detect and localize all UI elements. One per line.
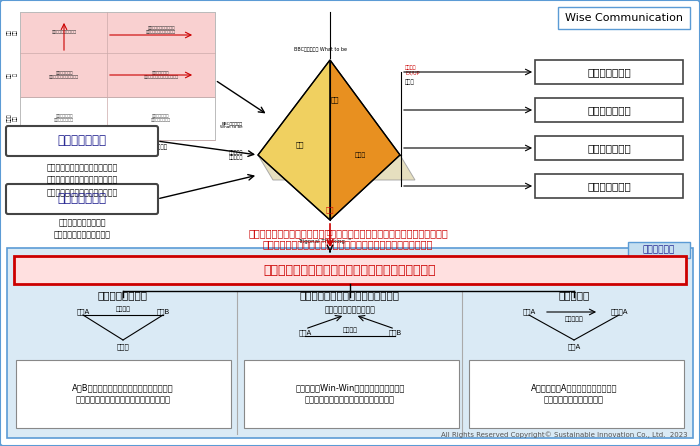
Text: 二律背反: 二律背反 bbox=[342, 327, 358, 333]
Text: 社会
貢献: 社会 貢献 bbox=[6, 29, 18, 35]
Text: 知の探索: 知の探索 bbox=[57, 144, 71, 150]
Bar bbox=[20, 12, 215, 97]
Text: 思考を共有する: 思考を共有する bbox=[57, 135, 106, 148]
Text: 真の意思疏通: 真の意思疏通 bbox=[643, 245, 675, 255]
Text: 未来構想のための探索
未来構想実現のために深化: 未来構想のための探索 未来構想実現のために深化 bbox=[53, 218, 111, 240]
Text: 脱構築: 脱構築 bbox=[117, 344, 130, 350]
Text: 俯瞰: 俯瞰 bbox=[326, 206, 335, 213]
Text: パラメトリック（仮説）
未来構想実現のために深化: パラメトリック（仮説） 未来構想実現のために深化 bbox=[146, 26, 176, 34]
Bar bbox=[7, 248, 693, 438]
Text: 会議B: 会議B bbox=[156, 309, 169, 315]
Bar bbox=[244, 360, 459, 428]
Polygon shape bbox=[258, 155, 415, 180]
Text: のために打つべき施策に対する意見の対立（対立点のデザイン）: のために打つべき施策に対する意見の対立（対立点のデザイン） bbox=[262, 239, 433, 249]
Bar bbox=[14, 256, 686, 284]
Bar bbox=[628, 242, 690, 258]
FancyBboxPatch shape bbox=[6, 126, 158, 156]
Bar bbox=[535, 60, 683, 84]
Text: 即非の論理: 即非の論理 bbox=[565, 316, 583, 322]
Text: あいの
観点: あいの 観点 bbox=[6, 114, 18, 122]
Text: 会議A: 会議A bbox=[298, 330, 312, 336]
Text: 会議B: 会議B bbox=[389, 330, 402, 336]
Text: 二項対立と脱構築: 二項対立と脱構築 bbox=[98, 290, 148, 300]
Text: ～会議A: ～会議A bbox=[610, 309, 628, 315]
Bar bbox=[469, 360, 684, 428]
Polygon shape bbox=[330, 60, 400, 220]
Text: アウフヘーベン（止揚）: アウフヘーベン（止揚） bbox=[325, 306, 375, 314]
Text: （あいの観点）
スイッチャー実現: （あいの観点） スイッチャー実現 bbox=[151, 114, 171, 122]
Text: 直観を共有する: 直観を共有する bbox=[587, 105, 631, 115]
Text: （あいの観点）
スイッチャー探索: （あいの観点） スイッチャー探索 bbox=[54, 114, 74, 122]
Text: 二律背反とアウフヘーベン（止揚）: 二律背反とアウフヘーベン（止揚） bbox=[300, 290, 400, 300]
Text: All Rights Reserved Copyright© Sustainable Innovation Co., Ltd.  2023: All Rights Reserved Copyright© Sustainab… bbox=[442, 431, 688, 438]
Bar bbox=[20, 12, 215, 140]
Text: Trigonal Thinking ™: Trigonal Thinking ™ bbox=[298, 238, 352, 244]
Text: 即非の論理: 即非の論理 bbox=[559, 290, 589, 300]
Bar bbox=[535, 136, 683, 160]
Text: 対立調整
EX/UP: 対立調整 EX/UP bbox=[405, 65, 419, 76]
Text: 「社会への貢献（社会問題の解決）」と「長期的に持続可能な収益の拡大」: 「社会への貢献（社会問題の解決）」と「長期的に持続可能な収益の拡大」 bbox=[248, 228, 448, 238]
Text: 目的を共有する: 目的を共有する bbox=[587, 67, 631, 77]
Text: 会議A: 会議A bbox=[522, 309, 536, 315]
Text: 観察・仮説
長期的視点: 観察・仮説 長期的視点 bbox=[229, 149, 243, 161]
Text: 「仮説と検証」の議論によって真の意思疏通を図る: 「仮説と検証」の議論によって真の意思疏通を図る bbox=[264, 264, 436, 277]
Text: 参照に: 参照に bbox=[354, 152, 365, 158]
Bar bbox=[558, 7, 690, 29]
Text: 持続
性: 持続 性 bbox=[6, 72, 18, 78]
Text: Wise Communication: Wise Communication bbox=[565, 13, 683, 23]
Text: BBC社会を見る
What to be: BBC社会を見る What to be bbox=[220, 121, 243, 129]
Text: 広く: 広く bbox=[295, 142, 304, 149]
Bar bbox=[535, 174, 683, 198]
Text: 情報を共有する: 情報を共有する bbox=[57, 193, 106, 206]
Text: BBC社会を見る What to be: BBC社会を見る What to be bbox=[293, 47, 346, 52]
Text: 二項対立: 二項対立 bbox=[116, 306, 130, 312]
Text: AもBも正しい　結論づけずに、一旦、槚上
げて対立点をリデザインして妥協点を探る: AもBも正しい 結論づけずに、一旦、槚上 げて対立点をリデザインして妥協点を探る bbox=[72, 383, 174, 405]
Text: 人生観: 人生観 bbox=[405, 79, 414, 85]
FancyBboxPatch shape bbox=[6, 184, 158, 214]
Text: 会議A: 会議A bbox=[568, 344, 580, 350]
Text: 変革を共有する: 変革を共有する bbox=[587, 143, 631, 153]
Text: （持続性観点）
至先優先構想のための探索: （持続性観点） 至先優先構想のための探索 bbox=[49, 71, 79, 79]
Bar bbox=[535, 98, 683, 122]
Text: 実現を共有する: 実現を共有する bbox=[587, 181, 631, 191]
Text: 俯瞰: 俯瞰 bbox=[327, 230, 333, 235]
Text: 社会貢献（社会問題の解決）と長
期的持続可能な収益拡大の双方向
への「知の探索」と「知の深化」: 社会貢献（社会問題の解決）と長 期的持続可能な収益拡大の双方向 への「知の探索」… bbox=[46, 163, 118, 197]
Text: 折衷案でもWin-Winでもなく、より普遂的
なレベルに掘り下げて根本的に解決する: 折衷案でもWin-Winでもなく、より普遂的 なレベルに掘り下げて根本的に解決す… bbox=[295, 383, 405, 405]
Text: 広く: 広く bbox=[330, 97, 340, 103]
Text: 未来構想のための探索: 未来構想のための探索 bbox=[52, 30, 76, 34]
Polygon shape bbox=[258, 60, 330, 220]
Bar bbox=[16, 360, 231, 428]
Text: （持続性観点）
至先優先構想実現のために深化: （持続性観点） 至先優先構想実現のために深化 bbox=[144, 71, 178, 79]
Text: Aでもあり﹠Aでもある　億勁して、
本質的な論点で融和を図る: Aでもあり﹠Aでもある 億勁して、 本質的な論点で融和を図る bbox=[531, 383, 617, 405]
Text: 知の深化: 知の深化 bbox=[155, 144, 167, 150]
Text: 会議A: 会議A bbox=[76, 309, 90, 315]
